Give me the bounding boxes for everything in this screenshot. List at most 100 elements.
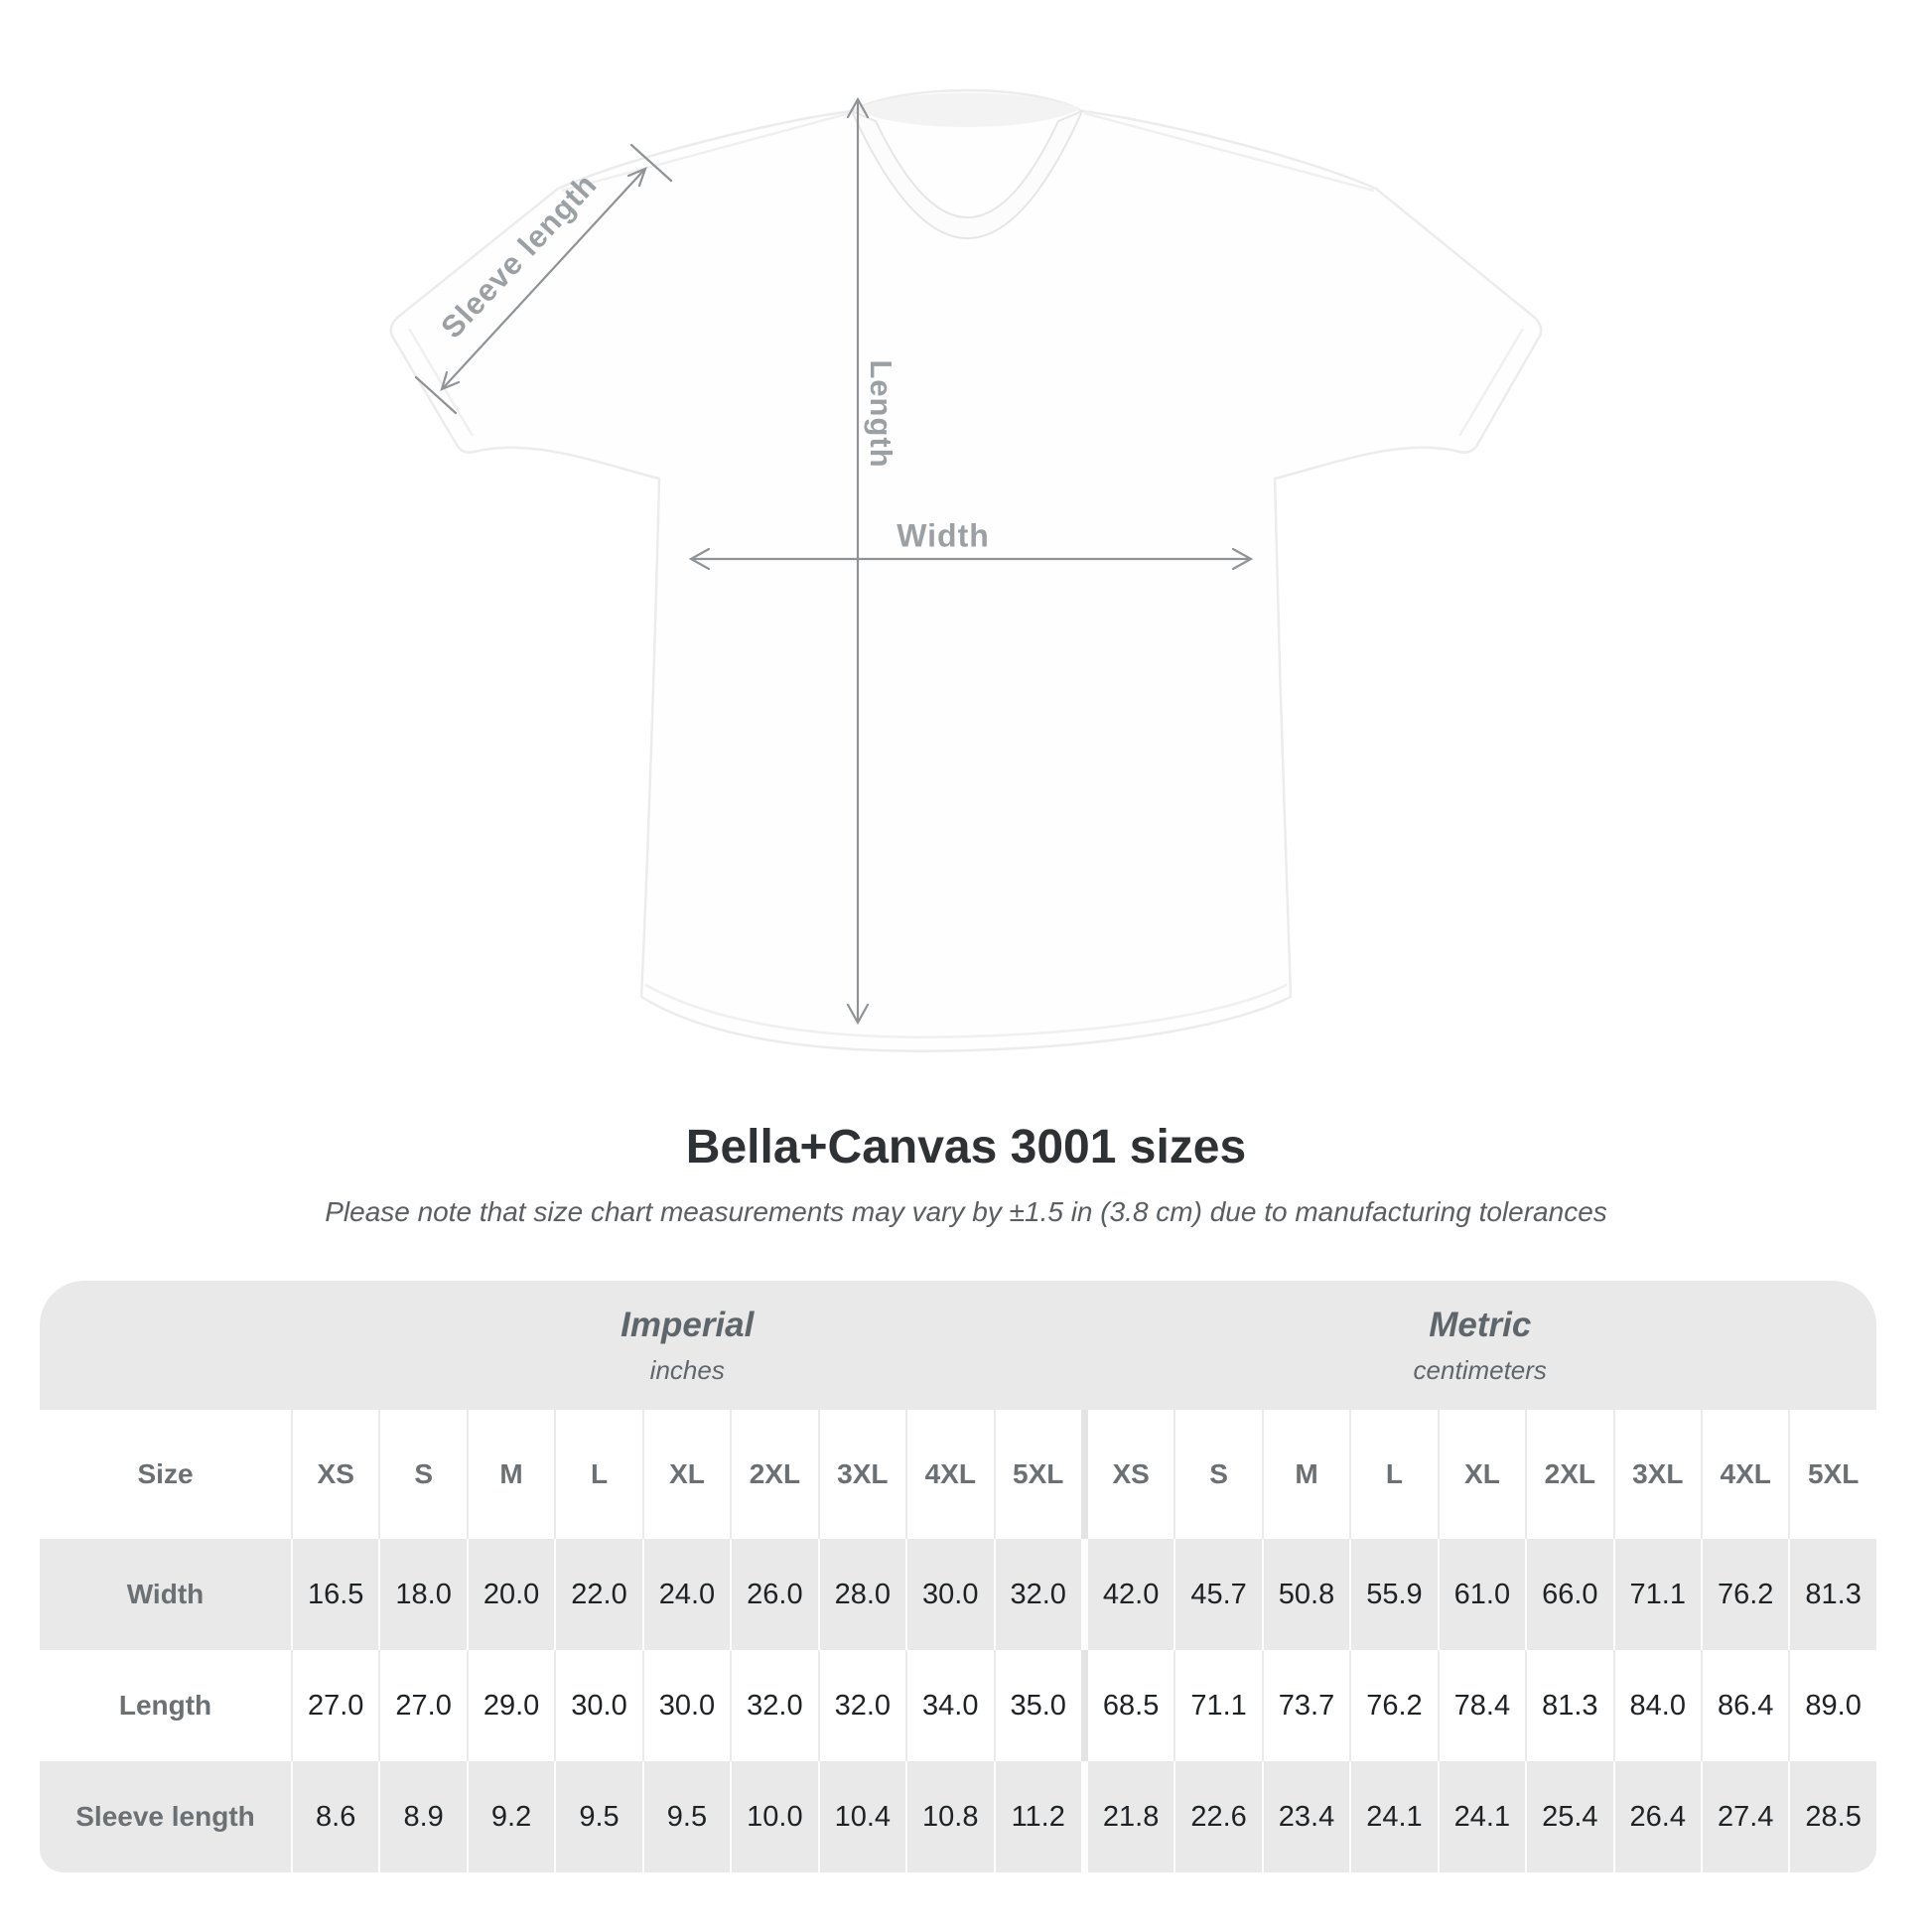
value-cell: 45.7 (1173, 1539, 1261, 1650)
size-header-cell: 2XL (730, 1410, 817, 1539)
row-label: Length (118, 1690, 212, 1721)
size-col-title: Size (137, 1458, 194, 1489)
value-cell: 28.0 (817, 1539, 905, 1650)
value-cell: 25.4 (1525, 1761, 1612, 1872)
imperial-group-header: Imperial inches (291, 1281, 1084, 1410)
size-header-cell: 5XL (1788, 1410, 1875, 1539)
size-header-cell: 3XL (1612, 1410, 1701, 1539)
value-cell: 71.1 (1612, 1539, 1701, 1650)
seam-lines (407, 111, 1525, 1038)
value-cell: 30.0 (905, 1539, 993, 1650)
size-header-cell: 4XL (1701, 1410, 1788, 1539)
value-cell: 10.4 (817, 1761, 905, 1872)
value-cell: 16.5 (291, 1539, 378, 1650)
value-cell: 29.0 (466, 1650, 554, 1761)
value-cell: 35.0 (993, 1650, 1081, 1761)
size-header-cell: XL (1437, 1410, 1525, 1539)
value-cell: 86.4 (1701, 1650, 1788, 1761)
value-cell: 32.0 (730, 1650, 817, 1761)
page-title: Bella+Canvas 3001 sizes (685, 1121, 1247, 1173)
size-header-cell: XS (1080, 1410, 1173, 1539)
size-header-row: Size XS S M L XL 2XL 3XL 4XL 5XL XS S M … (40, 1410, 1876, 1539)
size-table: Imperial inches Metric centimeters Size … (40, 1281, 1876, 1872)
value-cell: 26.0 (730, 1539, 817, 1650)
metric-unit: centimeters (1413, 1354, 1547, 1385)
size-header-cell: L (1349, 1410, 1437, 1539)
tolerance-note: Please note that size chart measurements… (325, 1196, 1607, 1227)
size-header-cell: 3XL (817, 1410, 905, 1539)
value-cell: 10.8 (905, 1761, 993, 1872)
row-label: Width (126, 1579, 205, 1609)
value-cell: 24.1 (1349, 1761, 1437, 1872)
size-header-cell: M (466, 1410, 554, 1539)
tshirt-measurement-diagram: Sleeve length Length Width (389, 88, 1543, 1052)
value-cell: 30.0 (641, 1650, 730, 1761)
collar-band (850, 109, 1084, 239)
value-cell: 9.2 (466, 1761, 554, 1872)
value-cell: 30.0 (554, 1650, 641, 1761)
tshirt-body (389, 88, 1543, 1052)
value-cell: 81.3 (1788, 1539, 1875, 1650)
value-cell: 21.8 (1080, 1761, 1173, 1872)
value-cell: 71.1 (1173, 1650, 1261, 1761)
value-cell: 26.4 (1612, 1761, 1701, 1872)
value-cell: 28.5 (1788, 1761, 1875, 1872)
value-cell: 68.5 (1080, 1650, 1173, 1761)
row-label: Sleeve length (75, 1801, 255, 1832)
value-cell: 18.0 (378, 1539, 466, 1650)
imperial-label: Imperial (621, 1305, 755, 1344)
size-header-cell: 5XL (993, 1410, 1081, 1539)
unit-header-row: Imperial inches Metric centimeters (40, 1281, 1876, 1410)
length-arrow (846, 96, 870, 1026)
value-cell: 66.0 (1525, 1539, 1612, 1650)
size-header-cell: S (1173, 1410, 1261, 1539)
tshirt-illustration (389, 88, 1543, 1052)
value-cell: 32.0 (817, 1650, 905, 1761)
value-cell: 11.2 (993, 1761, 1081, 1872)
length-label: Length (864, 359, 898, 469)
title-block: Bella+Canvas 3001 sizes Please note that… (0, 1120, 1932, 1228)
size-header-cell: S (378, 1410, 466, 1539)
value-cell: 55.9 (1349, 1539, 1437, 1650)
value-cell: 24.1 (1437, 1761, 1525, 1872)
value-cell: 8.6 (291, 1761, 378, 1872)
value-cell: 27.0 (378, 1650, 466, 1761)
value-cell: 8.9 (378, 1761, 466, 1872)
value-cell: 34.0 (905, 1650, 993, 1761)
value-cell: 9.5 (554, 1761, 641, 1872)
value-cell: 81.3 (1525, 1650, 1612, 1761)
size-header-cell: XS (291, 1410, 378, 1539)
value-cell: 84.0 (1612, 1650, 1701, 1761)
value-cell: 22.0 (554, 1539, 641, 1650)
value-cell: 24.0 (641, 1539, 730, 1650)
value-cell: 20.0 (466, 1539, 554, 1650)
imperial-unit: inches (649, 1354, 725, 1385)
value-cell: 78.4 (1437, 1650, 1525, 1761)
value-cell: 27.4 (1701, 1761, 1788, 1872)
table-row-length: Length 27.0 27.0 29.0 30.0 30.0 32.0 32.… (40, 1650, 1876, 1761)
metric-label: Metric (1429, 1305, 1532, 1344)
value-cell: 27.0 (291, 1650, 378, 1761)
value-cell: 73.7 (1261, 1650, 1349, 1761)
value-cell: 10.0 (730, 1761, 817, 1872)
value-cell: 22.6 (1173, 1761, 1261, 1872)
metric-group-header: Metric centimeters (1084, 1281, 1877, 1410)
width-label: Width (897, 517, 990, 554)
table-row-sleeve-length: Sleeve length 8.6 8.9 9.2 9.5 9.5 10.0 1… (40, 1761, 1876, 1872)
table-row-width: Width 16.5 18.0 20.0 22.0 24.0 26.0 28.0… (40, 1539, 1876, 1650)
size-header-cell: L (554, 1410, 641, 1539)
size-header-cell: 2XL (1525, 1410, 1612, 1539)
size-header-cell: 4XL (905, 1410, 993, 1539)
value-cell: 61.0 (1437, 1539, 1525, 1650)
value-cell: 76.2 (1349, 1650, 1437, 1761)
value-cell: 89.0 (1788, 1650, 1875, 1761)
value-cell: 42.0 (1080, 1539, 1173, 1650)
value-cell: 76.2 (1701, 1539, 1788, 1650)
size-header-cell: XL (641, 1410, 730, 1539)
size-header-cell: M (1261, 1410, 1349, 1539)
sleeve-length-arrow (414, 143, 673, 415)
value-cell: 23.4 (1261, 1761, 1349, 1872)
value-cell: 9.5 (641, 1761, 730, 1872)
collar-back-shadow (854, 92, 1080, 127)
